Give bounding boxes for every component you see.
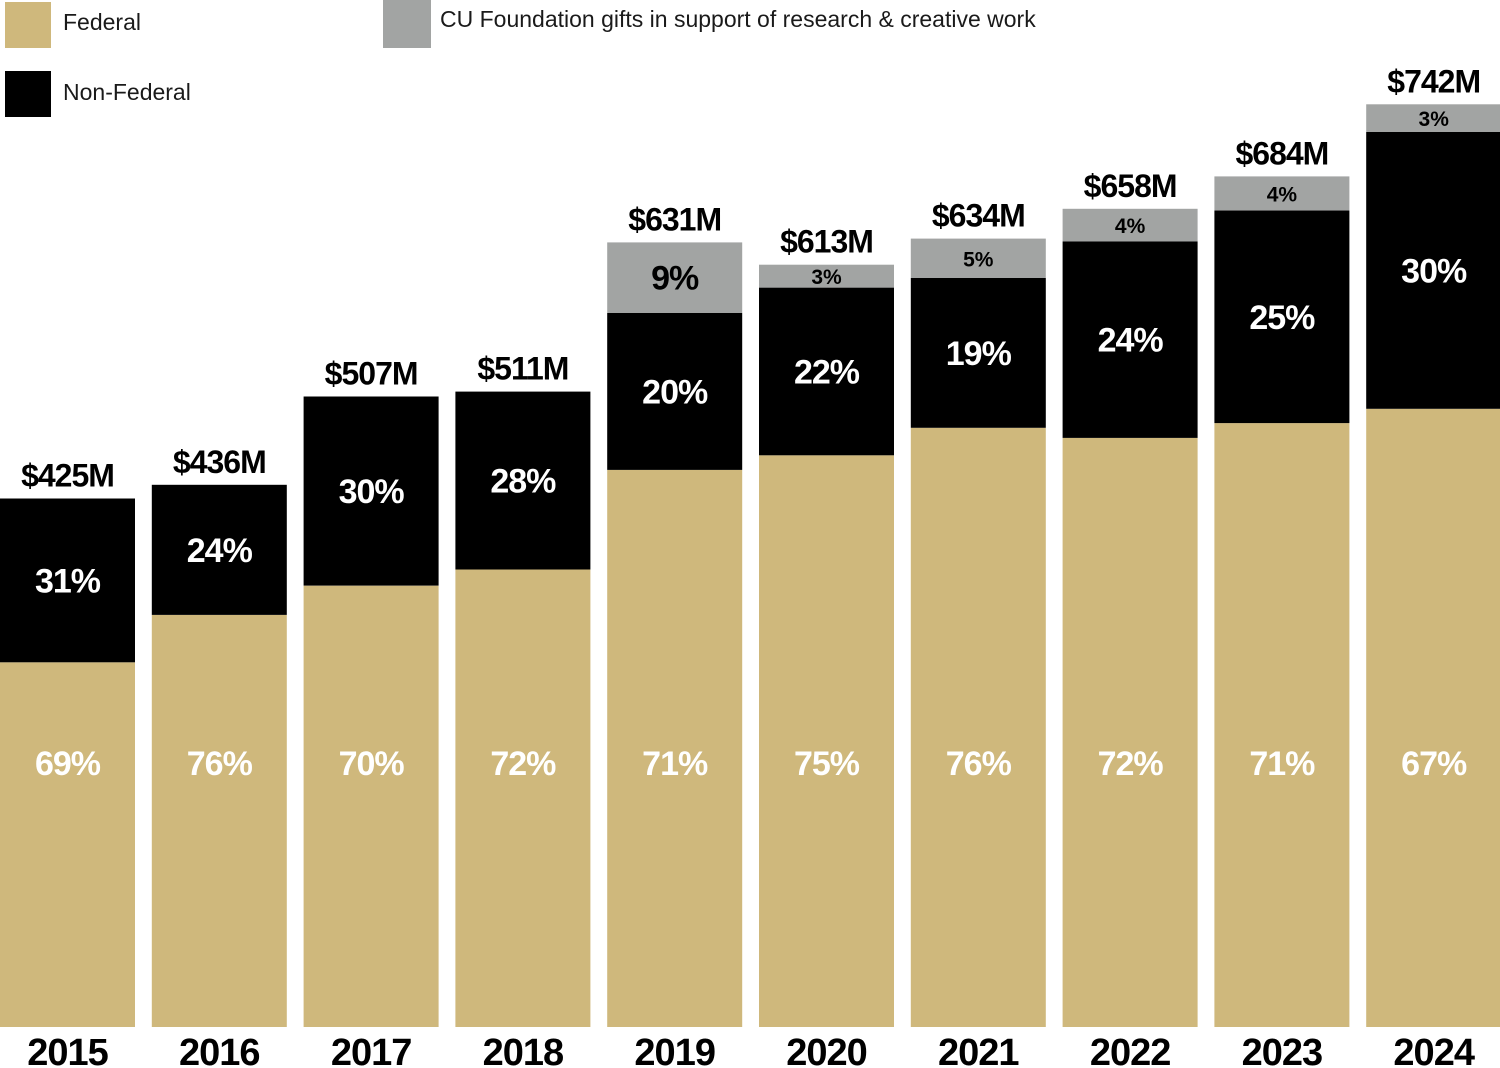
label-non-federal-2022: 24% <box>1098 322 1164 360</box>
label-cu-foundation-2019: 9% <box>651 260 699 298</box>
legend-label-cu-foundation: CU Foundation gifts in support of resear… <box>440 6 1036 32</box>
label-cu-foundation-2021: 5% <box>963 248 994 271</box>
bar-federal-2019 <box>607 469 743 1027</box>
labels: 69% 31% $425M 2015 76% 24% $436M 2016 70% 30% $507… <box>21 63 1481 1068</box>
bar-cu-foundation-2020 <box>759 264 894 288</box>
bar-non-federal-2021 <box>910 278 1046 428</box>
label-cu-foundation-2020: 3% <box>811 266 842 289</box>
bar-non-federal-2016 <box>151 484 287 615</box>
label-federal-2021: 76% <box>946 745 1012 783</box>
year-label-2021: 2021 <box>938 1032 1019 1068</box>
bar-cu-foundation-2021 <box>910 238 1046 278</box>
label-non-federal-2015: 31% <box>35 562 101 600</box>
total-label-2023: $684M <box>1235 135 1328 171</box>
bar-federal-2017 <box>303 585 439 1027</box>
total-label-2015: $425M <box>21 458 114 494</box>
bar-federal-2021 <box>910 427 1046 1027</box>
year-label-2022: 2022 <box>1090 1032 1171 1068</box>
legend-item-federal: Federal <box>5 2 141 48</box>
label-non-federal-2019: 20% <box>642 373 708 411</box>
label-federal-2022: 72% <box>1098 745 1164 783</box>
label-non-federal-2024: 30% <box>1401 252 1467 290</box>
bar-federal-2022 <box>1062 437 1198 1027</box>
bar-federal-2018 <box>455 569 591 1027</box>
bar-cu-foundation-2024 <box>1366 104 1500 132</box>
legend-swatch-federal <box>5 2 51 48</box>
bar-federal-2024 <box>1366 408 1500 1027</box>
total-label-2021: $634M <box>932 198 1025 234</box>
bar-non-federal-2018 <box>455 391 591 570</box>
year-label-2020: 2020 <box>786 1032 867 1068</box>
total-label-2018: $511M <box>477 351 568 387</box>
total-label-2016: $436M <box>173 444 266 480</box>
label-non-federal-2017: 30% <box>339 473 405 511</box>
label-federal-2024: 67% <box>1401 745 1467 783</box>
label-federal-2015: 69% <box>35 745 101 783</box>
label-non-federal-2023: 25% <box>1249 299 1315 337</box>
year-label-2016: 2016 <box>179 1032 260 1068</box>
year-label-2019: 2019 <box>634 1032 715 1068</box>
label-non-federal-2021: 19% <box>946 335 1012 373</box>
bar-federal-2015 <box>0 662 135 1027</box>
label-non-federal-2018: 28% <box>490 463 556 501</box>
bar-cu-foundation-2022 <box>1062 208 1198 242</box>
legend-item-cu-foundation: CU Foundation gifts in support of resear… <box>383 0 1036 48</box>
label-federal-2019: 71% <box>642 745 708 783</box>
bar-cu-foundation-2019 <box>607 242 743 313</box>
total-label-2020: $613M <box>780 224 873 260</box>
bar-non-federal-2017 <box>303 396 439 586</box>
label-cu-foundation-2023: 4% <box>1267 184 1298 207</box>
bar-non-federal-2020 <box>759 287 894 456</box>
bar-non-federal-2023 <box>1214 210 1350 424</box>
legend: Federal Non-Federal CU Foundation gifts … <box>5 0 1036 117</box>
bar-non-federal-2015 <box>0 498 135 663</box>
year-label-2023: 2023 <box>1242 1032 1323 1068</box>
year-label-2017: 2017 <box>331 1032 412 1068</box>
year-label-2015: 2015 <box>27 1032 108 1068</box>
legend-item-non-federal: Non-Federal <box>5 71 191 117</box>
bar-cu-foundation-2023 <box>1214 176 1350 211</box>
year-label-2018: 2018 <box>483 1032 564 1068</box>
legend-label-federal: Federal <box>63 9 141 35</box>
legend-swatch-cu-foundation <box>383 0 431 48</box>
label-federal-2023: 71% <box>1249 745 1315 783</box>
total-label-2017: $507M <box>325 356 418 392</box>
bar-non-federal-2019 <box>607 313 743 470</box>
label-federal-2016: 76% <box>187 745 253 783</box>
label-federal-2017: 70% <box>339 745 405 783</box>
bar-federal-2016 <box>151 615 287 1027</box>
label-non-federal-2016: 24% <box>187 532 253 570</box>
label-cu-foundation-2022: 4% <box>1115 215 1146 238</box>
bar-federal-2020 <box>759 455 894 1027</box>
label-federal-2018: 72% <box>490 745 556 783</box>
bar-non-federal-2024 <box>1366 132 1500 409</box>
total-label-2019: $631M <box>628 201 721 237</box>
legend-label-non-federal: Non-Federal <box>63 79 191 105</box>
bar-non-federal-2022 <box>1062 241 1198 438</box>
label-cu-foundation-2024: 3% <box>1419 108 1450 131</box>
bars <box>0 104 1500 1028</box>
bar-federal-2023 <box>1214 423 1350 1028</box>
total-label-2024: $742M <box>1387 63 1480 99</box>
year-label-2024: 2024 <box>1393 1032 1474 1068</box>
total-label-2022: $658M <box>1084 168 1177 204</box>
label-non-federal-2020: 22% <box>794 354 860 392</box>
legend-swatch-non-federal <box>5 71 51 117</box>
label-federal-2020: 75% <box>794 745 860 783</box>
